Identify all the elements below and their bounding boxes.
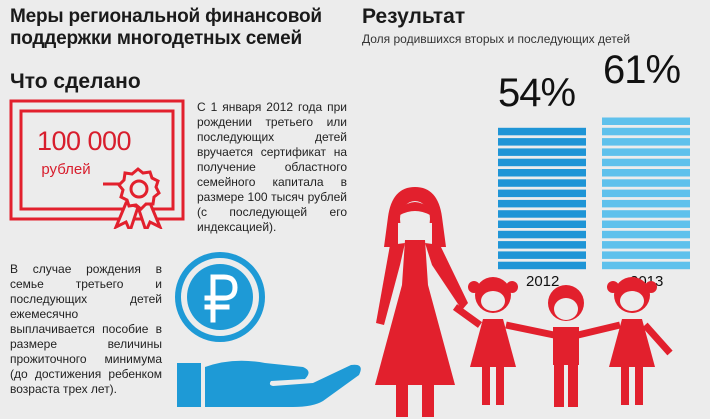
bar-stripe-2012 [498,210,586,218]
bar-stripe-2012 [498,241,586,249]
bar-stripe-2013 [602,210,690,218]
bar-stripe-2012 [498,169,586,177]
certificate-amount: 100 000 [36,126,132,156]
bar-year-2012: 2012 [526,273,560,290]
bar-stripe-2013 [602,241,690,249]
section-title-done: Что сделано [10,70,141,93]
bar-stripe-2013 [602,169,690,177]
bar-stripe-2013 [602,148,690,156]
bar-label-2012: 54% [498,71,576,115]
bar-stripe-2012 [498,179,586,187]
bar-stripe-2012 [498,220,586,228]
bar-stripe-2013 [602,138,690,146]
bar-stripe-2013 [602,230,690,239]
result-subtitle: Доля родившихся вторых и последующих дет… [362,32,631,46]
bar-label-2013: 61% [603,48,681,92]
bar-stripe-2013 [602,220,690,228]
bar-stripe-2013 [602,179,690,187]
section-title-result: Результат [362,5,466,28]
bar-stripe-2012 [498,189,586,198]
family-icon [375,187,673,417]
bar-stripe-2013 [602,158,690,167]
bar-stripe-2012 [498,199,586,208]
bar-stripe-2013 [602,251,690,259]
bar-stripe-2013 [602,117,690,125]
paragraph-allowance: В случае рождения в семье третьего и пос… [10,262,162,396]
bar-stripe-2013 [602,127,690,136]
bar-stripe-2012 [498,127,586,136]
headline: Меры региональной финансовой поддержки м… [10,6,322,49]
bar-stripe-2013 [602,261,690,270]
bar-stripe-2012 [498,230,586,239]
bar-stripe-2012 [498,138,586,146]
certificate-unit: рублей [41,161,91,178]
bar-stripe-2012 [498,158,586,167]
bar-stripe-2012 [498,251,586,259]
result-bars [498,117,690,270]
certificate-icon [9,99,185,229]
paragraph-certificate: С 1 января 2012 года при рождении третье… [197,100,347,234]
ruble-coin-icon [175,252,265,342]
bar-stripe-2012 [498,148,586,156]
bar-stripe-2013 [602,189,690,198]
hand-icon [177,360,361,407]
bar-stripe-2012 [498,261,586,270]
bar-stripe-2013 [602,199,690,208]
